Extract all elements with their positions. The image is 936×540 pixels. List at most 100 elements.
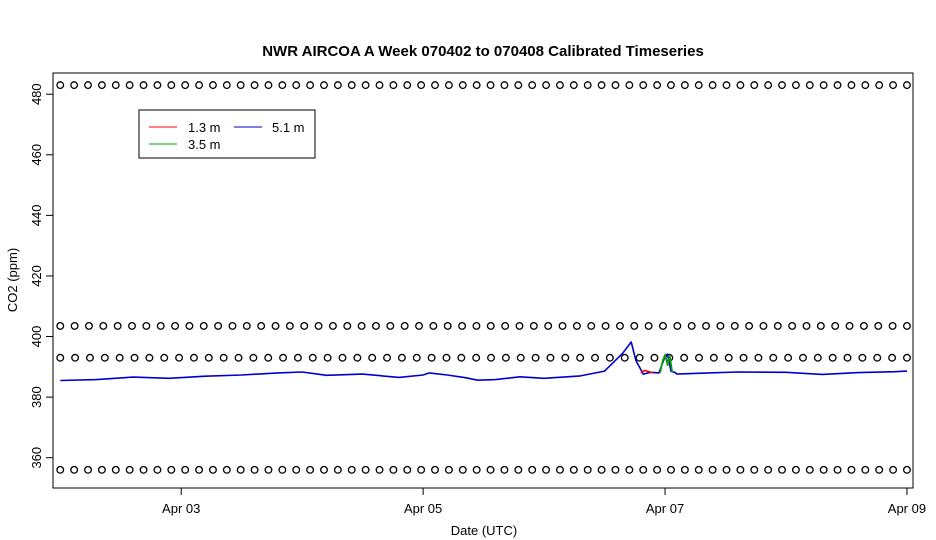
flag-marker-point (236, 81, 245, 90)
flag-marker-point (736, 81, 745, 90)
flag-marker-point (583, 465, 592, 474)
flag-marker-point (791, 465, 800, 474)
flag-marker-point (702, 321, 710, 330)
x-axis-label: Date (UTC) (451, 523, 517, 538)
flag-marker-point (99, 321, 108, 330)
flag-marker-point (357, 321, 366, 330)
flag-marker-point (805, 465, 814, 474)
flag-marker-point (279, 353, 288, 362)
flag-marker-point (71, 353, 80, 362)
flag-marker-point (739, 353, 748, 362)
flag-marker-point (778, 465, 786, 474)
y-tick-label: 420 (29, 265, 44, 287)
flag-marker-point (139, 465, 148, 474)
x-axis: Apr 03 Apr 05 Apr 07 Apr 09 (162, 488, 926, 516)
flag-marker-point (111, 465, 120, 474)
flag-marker-point (875, 465, 884, 474)
flag-marker-point (128, 321, 136, 330)
flag-marker-point (531, 353, 540, 362)
flag-marker-point (208, 81, 217, 90)
flag-marker-point (383, 353, 392, 362)
flag-marker-point (415, 321, 423, 330)
flag-marker-point (175, 353, 184, 362)
flag-marker-point (845, 321, 854, 330)
flag-marker-point (501, 353, 510, 362)
flag-marker-point (659, 321, 667, 330)
flag-marker-point (903, 81, 911, 90)
flag-marker-point (167, 81, 176, 90)
flag-marker-point (778, 81, 786, 90)
y-tick-label: 400 (29, 326, 44, 348)
flag-marker-point (874, 321, 883, 330)
flag-marker-point (558, 321, 567, 330)
y-tick-label: 360 (29, 447, 44, 469)
flag-marker-point (181, 81, 190, 90)
flag-marker-point (257, 321, 266, 330)
flag-marker-point (457, 353, 466, 362)
flag-marker-point (529, 321, 538, 330)
flag-marker-point (208, 465, 217, 474)
flag-marker-point (234, 353, 243, 362)
flag-marker-point (875, 81, 884, 90)
series-lines (60, 341, 908, 382)
flag-marker-point (389, 81, 398, 90)
flag-marker-point (56, 465, 65, 474)
flag-marker-point (70, 465, 79, 474)
flag-marker-point (813, 353, 822, 362)
flag-marker-point (328, 321, 337, 330)
flag-marker-point (500, 465, 509, 474)
flag-marker-point (750, 465, 759, 474)
flag-marker-point (333, 465, 342, 474)
y-tick-label: 440 (29, 205, 44, 227)
flag-marker-point (889, 81, 898, 90)
flag-marker-point (306, 81, 315, 90)
flag-marker-point (417, 465, 426, 474)
flag-marker-point (389, 465, 398, 474)
flag-marker-point (843, 353, 852, 362)
flag-marker-point (653, 465, 662, 474)
flag-marker-point (611, 81, 620, 90)
flag-marker-point (819, 81, 828, 90)
flag-marker-point (403, 81, 412, 90)
flag-marker-point (597, 465, 606, 474)
flag-marker-point (333, 81, 342, 90)
flag-marker-point (195, 465, 204, 474)
flag-marker-point (427, 353, 436, 362)
flag-marker-point (347, 81, 356, 90)
flag-marker-point (861, 81, 870, 90)
flag-marker-point (644, 321, 653, 330)
flag-marker-point (859, 321, 868, 330)
flag-marker-point (222, 81, 231, 90)
flag-marker-point (323, 353, 332, 362)
flag-marker-point (70, 321, 79, 330)
flag-marker-point (400, 321, 409, 330)
flag-marker-point (667, 81, 675, 90)
flag-marker-point (759, 321, 768, 330)
flag-marker-point (694, 465, 703, 474)
flag-marker-point (784, 353, 793, 362)
flag-marker-point (264, 81, 273, 90)
flag-marker-point (185, 321, 194, 330)
flag-marker-point (847, 465, 856, 474)
flag-marker-point (745, 321, 754, 330)
flag-marker-point (56, 81, 65, 90)
flag-marker-point (100, 353, 109, 362)
flag-marker-point (788, 321, 797, 330)
legend-box (138, 109, 316, 159)
flag-marker-point (347, 465, 356, 474)
flag-marker-point (293, 353, 302, 362)
flag-marker-point (736, 465, 745, 474)
x-tick-label: Apr 05 (404, 501, 442, 516)
flag-marker-point (730, 321, 739, 330)
flag-marker-point (264, 465, 273, 474)
y-axis: 360 380 400 420 440 460 480 (29, 83, 53, 469)
flag-marker-point (708, 465, 717, 474)
flag-marker-point (528, 465, 537, 474)
flag-marker-point (386, 321, 395, 330)
flag-marker-point (833, 465, 842, 474)
flag-marker-point (219, 353, 228, 362)
plot-frame (52, 72, 914, 489)
flag-marker-point (650, 353, 659, 362)
flag-marker-point (431, 465, 439, 474)
flag-marker-point (591, 353, 599, 362)
